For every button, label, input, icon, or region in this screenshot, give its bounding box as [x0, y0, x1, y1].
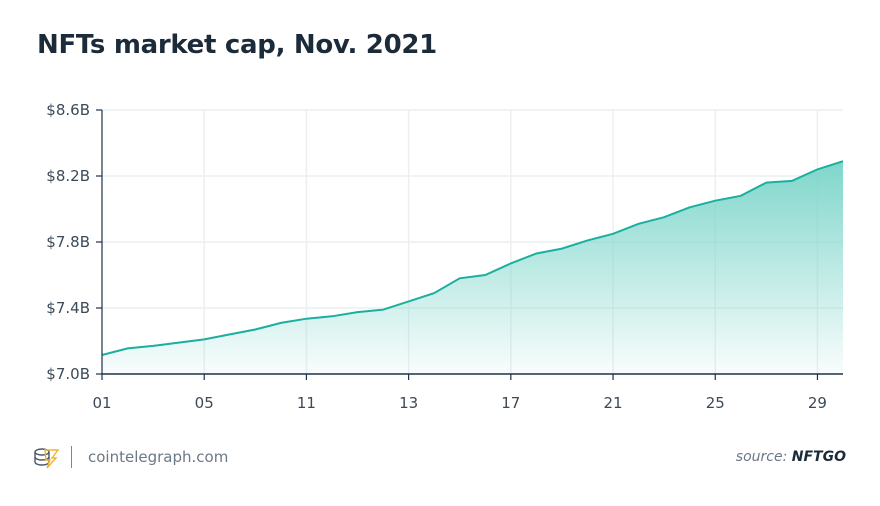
source-credit: source: NFTGO: [736, 449, 846, 465]
x-tick-label: 25: [706, 394, 725, 412]
source-name: NFTGO: [791, 449, 846, 465]
x-tick-label: 01: [92, 394, 111, 412]
y-tick-label: $7.4B: [46, 299, 90, 317]
site-link[interactable]: cointelegraph.com: [88, 448, 229, 466]
y-tick-label: $7.8B: [46, 233, 90, 251]
x-tick-label: 21: [603, 394, 622, 412]
x-tick-label: 11: [297, 394, 316, 412]
data-points: [101, 161, 844, 356]
y-tick-label: $8.6B: [46, 101, 90, 119]
x-tick-label: 13: [399, 394, 418, 412]
x-tick-label: 17: [501, 394, 520, 412]
y-tick-label: $7.0B: [46, 365, 90, 383]
x-tick-label: 05: [195, 394, 214, 412]
y-tick-label: $8.2B: [46, 167, 90, 185]
footer-divider: [71, 446, 72, 468]
area-fill: [102, 161, 843, 374]
source-prefix: source:: [735, 449, 788, 465]
x-tick-label: 29: [808, 394, 827, 412]
chart-title: NFTs market cap, Nov. 2021: [37, 30, 437, 60]
series-line: [101, 160, 844, 356]
